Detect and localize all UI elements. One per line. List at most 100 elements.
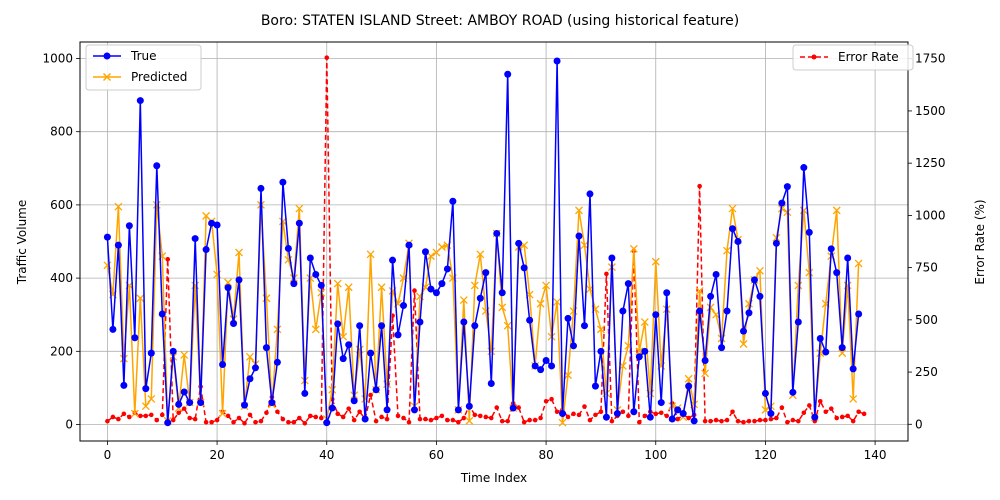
point-true [476, 294, 484, 302]
point-error-rate [532, 417, 538, 423]
point-predicted [701, 369, 710, 378]
point-true [756, 292, 764, 300]
point-true [290, 280, 298, 288]
legend-item-true: True [93, 49, 157, 63]
point-error-rate [417, 416, 423, 422]
point-true [811, 413, 819, 421]
point-true [454, 406, 462, 414]
point-error-rate [571, 411, 576, 417]
point-true [679, 410, 687, 418]
y-tick-label: 800 [50, 125, 73, 139]
point-error-rate [127, 414, 132, 420]
point-true [202, 246, 210, 254]
point-true [367, 349, 375, 357]
grid [80, 42, 908, 441]
point-true [707, 292, 715, 300]
y-right-tick-label: 750 [915, 261, 938, 275]
point-true [498, 289, 506, 297]
point-error-rate [746, 418, 752, 424]
point-true [224, 284, 232, 292]
point-true [235, 276, 243, 284]
plot-area [103, 55, 867, 427]
point-error-rate [357, 409, 362, 415]
point-true [312, 270, 320, 278]
point-predicted [498, 303, 507, 312]
point-true [471, 322, 479, 330]
point-predicted [640, 318, 649, 326]
point-error-rate [565, 414, 571, 420]
point-true [169, 347, 177, 355]
y-right-tick-label: 1500 [915, 104, 946, 118]
y-tick-label: 0 [65, 418, 73, 432]
point-true [630, 408, 638, 416]
point-true [548, 362, 556, 370]
point-true [273, 358, 281, 366]
point-predicted [141, 402, 150, 411]
point-true [361, 415, 369, 423]
point-predicted [333, 279, 342, 288]
point-error-rate [247, 412, 253, 418]
point-error-rate [110, 414, 116, 420]
point-true [624, 280, 632, 288]
x-tick-label: 60 [429, 448, 444, 462]
point-true [646, 413, 654, 421]
point-true [800, 164, 808, 172]
point-true [767, 410, 775, 418]
point-error-rate [719, 418, 724, 424]
point-true [131, 334, 139, 342]
y-tick-label: 400 [50, 271, 73, 285]
point-true [750, 276, 758, 284]
point-predicted [246, 352, 254, 361]
point-predicted [805, 268, 814, 277]
point-true [712, 270, 720, 278]
point-error-rate [445, 417, 450, 423]
point-error-rate [724, 417, 730, 423]
point-true [268, 399, 276, 407]
y-tick-label: 1000 [42, 51, 73, 65]
point-predicted [235, 248, 243, 257]
point-error-rate [806, 403, 812, 408]
point-true [564, 314, 572, 322]
point-error-rate [576, 412, 582, 418]
point-predicted [366, 250, 375, 259]
point-error-rate [790, 417, 796, 423]
point-true [657, 399, 665, 407]
point-true [191, 235, 199, 243]
point-error-rate [231, 419, 236, 425]
x-tick-label: 80 [538, 448, 553, 462]
point-true [230, 319, 238, 327]
point-error-rate [439, 413, 445, 419]
point-true [378, 322, 386, 330]
point-error-rate [543, 399, 549, 404]
point-error-rate [757, 417, 763, 423]
point-predicted [849, 394, 858, 403]
point-error-rate [850, 418, 856, 424]
point-error-rate [313, 414, 319, 420]
point-true [164, 419, 172, 427]
point-predicted [536, 299, 545, 308]
point-error-rate [286, 419, 291, 425]
point-error-rate [516, 405, 521, 410]
point-predicted [706, 303, 715, 312]
point-predicted [503, 321, 512, 330]
point-true [723, 307, 731, 315]
point-predicted [136, 294, 145, 303]
point-true [827, 245, 835, 253]
point-error-rate [148, 412, 154, 418]
point-true [350, 397, 358, 405]
point-true [246, 375, 254, 383]
point-true [509, 404, 517, 412]
point-error-rate [823, 409, 829, 415]
point-error-rate [538, 415, 543, 421]
point-true [328, 404, 336, 412]
point-true [465, 402, 473, 410]
point-error-rate [159, 412, 165, 418]
point-error-rate [203, 419, 209, 425]
legend-label-true: True [130, 49, 157, 63]
point-true [306, 254, 314, 262]
point-true [531, 362, 539, 370]
point-true [685, 382, 693, 390]
point-true [443, 265, 451, 273]
point-error-rate [236, 415, 242, 421]
point-true [805, 228, 813, 236]
